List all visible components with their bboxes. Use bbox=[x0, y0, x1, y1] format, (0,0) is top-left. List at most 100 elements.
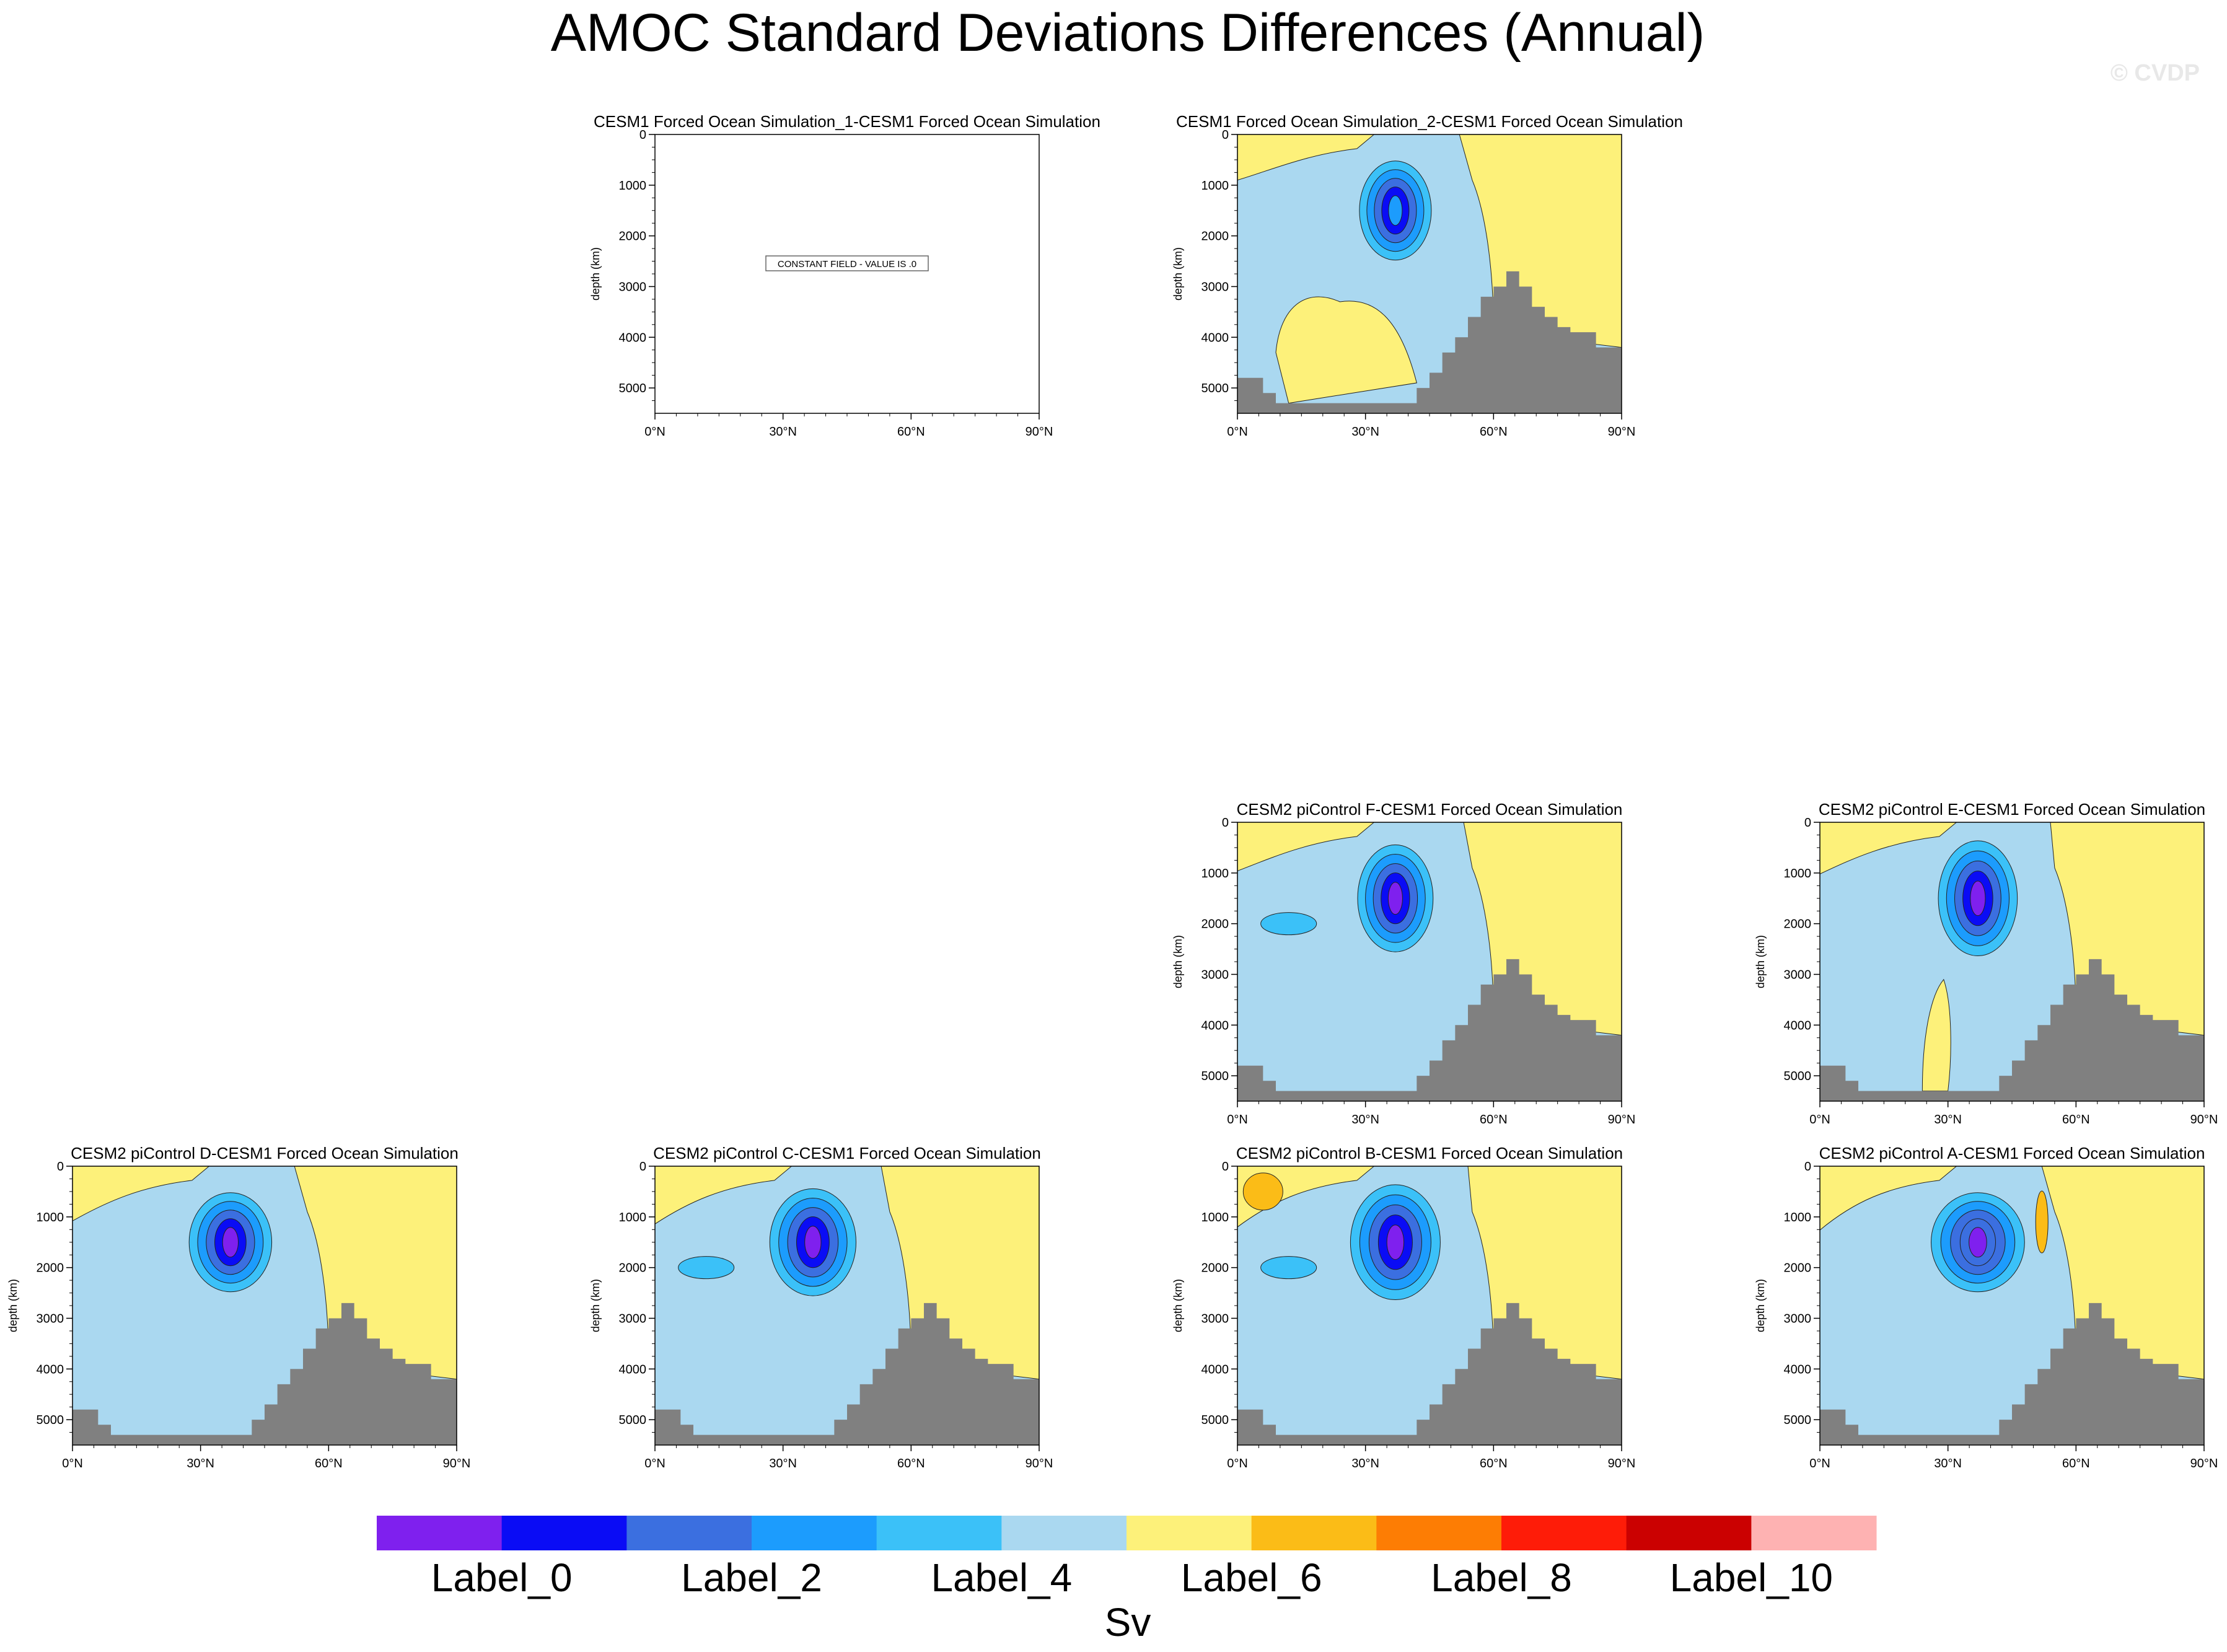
y-tick-label: 3000 bbox=[1201, 968, 1229, 982]
bathymetry bbox=[1820, 1303, 2204, 1445]
colorbar-label: Label_8 bbox=[1431, 1555, 1572, 1600]
panel-title: CESM2 piControl D-CESM1 Forced Ocean Sim… bbox=[71, 1144, 459, 1162]
y-tick-label: 4000 bbox=[37, 1363, 64, 1376]
y-tick-label: 1000 bbox=[619, 179, 647, 193]
y-tick-label: 3000 bbox=[37, 1312, 64, 1325]
y-tick-label: 4000 bbox=[619, 1363, 647, 1376]
y-tick-label: 3000 bbox=[1784, 968, 1812, 982]
y-tick-label: 4000 bbox=[1784, 1363, 1812, 1376]
colorbar-swatch-1 bbox=[501, 1516, 627, 1550]
y-tick-label: 3000 bbox=[619, 1312, 647, 1325]
colorbar-swatch-7 bbox=[1251, 1516, 1377, 1550]
x-tick-label: 90°N bbox=[1608, 1113, 1636, 1127]
x-tick-label: 60°N bbox=[1480, 425, 1508, 439]
x-tick-label: 0°N bbox=[1809, 1113, 1830, 1127]
x-tick-label: 0°N bbox=[1227, 425, 1248, 439]
y-axis-label: depth (km) bbox=[1754, 1279, 1767, 1332]
panel-4: CESM2 piControl E-CESM1 Forced Ocean Sim… bbox=[1754, 800, 2218, 1127]
constant-field-note: CONSTANT FIELD - VALUE IS .0 bbox=[778, 259, 916, 270]
y-tick-label: 2000 bbox=[1784, 918, 1812, 931]
y-axis-label: depth (km) bbox=[1754, 935, 1767, 988]
x-tick-label: 30°N bbox=[1351, 1457, 1379, 1470]
colorbar-label: Label_0 bbox=[431, 1555, 573, 1600]
y-tick-label: 3000 bbox=[619, 280, 647, 294]
colorbar-swatch-9 bbox=[1501, 1516, 1627, 1550]
x-tick-label: 0°N bbox=[1227, 1113, 1248, 1127]
colorbar-swatch-4 bbox=[876, 1516, 1002, 1550]
negative-contour-side bbox=[678, 1256, 735, 1280]
positive-region bbox=[72, 1166, 210, 1221]
colorbar-label: Label_4 bbox=[931, 1555, 1072, 1600]
y-tick-label: 1000 bbox=[1784, 867, 1812, 881]
y-tick-label: 0 bbox=[639, 128, 646, 142]
y-tick-label: 5000 bbox=[619, 1413, 647, 1427]
y-axis-label: depth (km) bbox=[589, 1279, 602, 1332]
y-tick-label: 0 bbox=[1804, 816, 1811, 830]
negative-contour-4 bbox=[222, 1227, 239, 1258]
y-tick-label: 0 bbox=[1804, 1160, 1811, 1174]
figure-title: AMOC Standard Deviations Differences (An… bbox=[551, 3, 1705, 63]
colorbar-units: Sv bbox=[1105, 1600, 1151, 1645]
positive-region bbox=[1820, 1166, 1957, 1231]
x-tick-label: 30°N bbox=[1351, 1113, 1379, 1127]
contour-field bbox=[72, 1166, 457, 1445]
x-tick-label: 60°N bbox=[2062, 1113, 2090, 1127]
x-tick-label: 0°N bbox=[1809, 1457, 1830, 1470]
y-tick-label: 1000 bbox=[1784, 1211, 1812, 1224]
contour-field bbox=[1237, 822, 1622, 1101]
bathymetry bbox=[1237, 271, 1622, 413]
y-axis-label: depth (km) bbox=[589, 247, 602, 301]
y-tick-label: 2000 bbox=[619, 230, 647, 244]
panel-5: CESM2 piControl D-CESM1 Forced Ocean Sim… bbox=[7, 1144, 470, 1470]
y-axis-label: depth (km) bbox=[1172, 1279, 1184, 1332]
x-tick-label: 30°N bbox=[1351, 425, 1379, 439]
y-tick-label: 3000 bbox=[1201, 280, 1229, 294]
contour-field bbox=[1237, 1166, 1622, 1445]
contour-field bbox=[1237, 134, 1622, 413]
bathymetry bbox=[655, 1303, 1039, 1445]
y-tick-label: 4000 bbox=[1201, 1019, 1229, 1032]
colorbar-swatch-11 bbox=[1751, 1516, 1877, 1550]
negative-contour-4 bbox=[1969, 1227, 1987, 1258]
negative-contour-4 bbox=[1386, 1224, 1405, 1260]
y-tick-label: 4000 bbox=[1201, 331, 1229, 345]
contour-field bbox=[1820, 1166, 2204, 1445]
positive-region bbox=[1237, 134, 1375, 181]
colorbar-swatch-3 bbox=[752, 1516, 877, 1550]
panel-title: CESM2 piControl F-CESM1 Forced Ocean Sim… bbox=[1237, 800, 1623, 819]
y-tick-label: 5000 bbox=[619, 382, 647, 395]
y-tick-label: 5000 bbox=[1201, 382, 1229, 395]
panel-3: CESM2 piControl F-CESM1 Forced Ocean Sim… bbox=[1172, 800, 1635, 1127]
watermark: © CVDP bbox=[2111, 60, 2200, 86]
y-tick-label: 0 bbox=[1222, 128, 1229, 142]
panel-title: CESM1 Forced Ocean Simulation_1-CESM1 Fo… bbox=[594, 112, 1100, 131]
negative-contour-side bbox=[1260, 1256, 1317, 1280]
colorbar-swatch-0 bbox=[377, 1516, 503, 1550]
x-tick-label: 30°N bbox=[1934, 1113, 1962, 1127]
plot-background bbox=[655, 134, 1039, 413]
colorbar-swatch-8 bbox=[1376, 1516, 1502, 1550]
y-tick-label: 0 bbox=[639, 1160, 646, 1174]
bathymetry bbox=[1237, 1303, 1622, 1445]
positive-region bbox=[1922, 978, 1951, 1092]
colorbar-label: Label_2 bbox=[681, 1555, 822, 1600]
positive-region bbox=[1275, 296, 1417, 404]
panel-title: CESM2 piControl A-CESM1 Forced Ocean Sim… bbox=[1819, 1144, 2205, 1162]
y-tick-label: 3000 bbox=[1201, 1312, 1229, 1325]
bathymetry bbox=[72, 1303, 457, 1445]
x-tick-label: 30°N bbox=[769, 1457, 797, 1470]
y-axis-label: depth (km) bbox=[1172, 935, 1184, 988]
y-axis-label: depth (km) bbox=[7, 1279, 19, 1332]
positive-region bbox=[1242, 1172, 1283, 1211]
y-tick-label: 2000 bbox=[37, 1262, 64, 1275]
y-tick-label: 4000 bbox=[1784, 1019, 1812, 1032]
x-tick-label: 90°N bbox=[1608, 425, 1636, 439]
colorbar-label: Label_10 bbox=[1670, 1555, 1833, 1600]
y-tick-label: 4000 bbox=[619, 331, 647, 345]
x-tick-label: 90°N bbox=[1026, 1457, 1053, 1470]
colorbar-swatch-10 bbox=[1626, 1516, 1752, 1550]
x-tick-label: 30°N bbox=[1934, 1457, 1962, 1470]
negative-contour-side bbox=[1260, 912, 1317, 936]
x-tick-label: 0°N bbox=[62, 1457, 83, 1470]
